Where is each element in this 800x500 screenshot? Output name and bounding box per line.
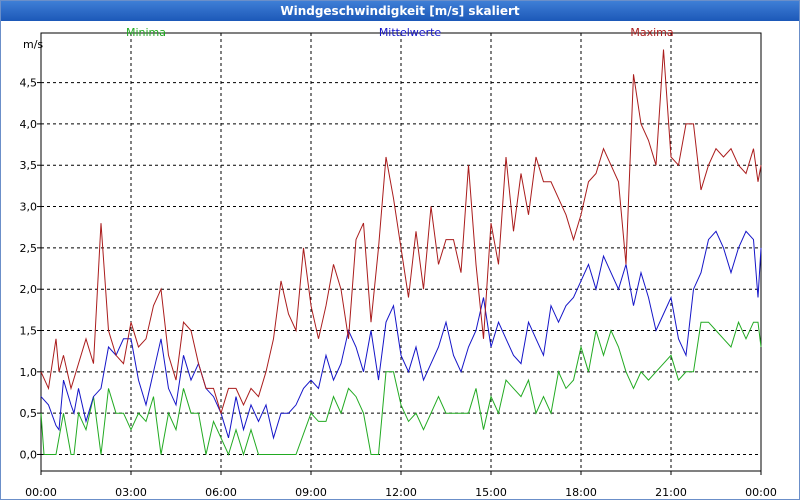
y-tick-label: 3,0 [20, 201, 38, 214]
series-line-mittelwerte [40, 230, 762, 440]
x-axis: 00:0006.02.1703:0006.02.1706:0006.02.170… [25, 471, 777, 499]
y-tick-label: 1,5 [20, 325, 38, 338]
x-tick-time-label: 18:00 [565, 486, 597, 499]
x-tick-time-label: 15:00 [475, 486, 507, 499]
x-tick-time-label: 12:00 [385, 486, 417, 499]
series-layer [40, 49, 762, 457]
x-tick-time-label: 00:00 [25, 486, 57, 499]
grid-layer [41, 33, 761, 471]
x-tick-time-label: 03:00 [115, 486, 147, 499]
x-tick-time-label: 09:00 [295, 486, 327, 499]
y-axis-label: m/s [23, 38, 43, 51]
y-tick-label: 3,5 [20, 159, 38, 172]
series-line-minima [40, 320, 762, 457]
y-tick-label: 4,5 [20, 77, 38, 90]
y-tick-label: 0,5 [20, 407, 38, 420]
y-tick-label: 2,0 [20, 283, 38, 296]
x-tick-time-label: 21:00 [655, 486, 687, 499]
y-tick-label: 4,0 [20, 118, 38, 131]
y-axis: 0,0 0,5 1,0 1,5 2,0 2,5 3,0 3,5 4,0 4,5 [20, 77, 41, 461]
legend-maxima: Maxima [630, 26, 673, 39]
x-tick-time-label: 00:00 [745, 486, 777, 499]
y-tick-label: 0,0 [20, 448, 38, 461]
y-tick-label: 1,0 [20, 366, 38, 379]
legend-mittelwerte: Mittelwerte [379, 26, 442, 39]
series-line-maxima [40, 49, 762, 415]
x-tick-time-label: 06:00 [205, 486, 237, 499]
legend-minima: Minima [126, 26, 166, 39]
legend: Minima Mittelwerte Maxima [126, 26, 674, 39]
chart-plot: 0,0 0,5 1,0 1,5 2,0 2,5 3,0 3,5 4,0 4,5 00:0006.0… [20, 26, 777, 499]
chart-title: Windgeschwindigkeit [m/s] skaliert [1, 1, 799, 21]
y-tick-label: 2,5 [20, 242, 38, 255]
